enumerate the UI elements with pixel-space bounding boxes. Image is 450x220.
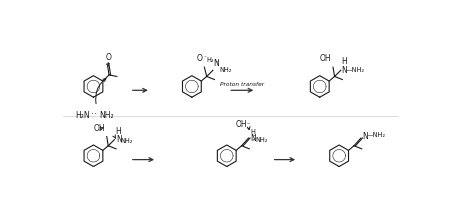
Text: O: O [197,54,203,63]
Text: N: N [250,134,256,143]
Text: H₂: H₂ [207,57,214,63]
Text: OH: OH [320,54,332,63]
Text: Proton transfer: Proton transfer [220,82,264,87]
Text: NH₂: NH₂ [99,111,114,120]
Text: ⁺: ⁺ [215,61,218,66]
Text: NH₂: NH₂ [121,138,133,144]
Text: —NH₂: —NH₂ [366,132,386,138]
Text: H: H [342,57,347,66]
Text: N: N [214,59,220,68]
Text: ⁻: ⁻ [203,57,207,62]
Text: OH⁻: OH⁻ [235,120,251,129]
Text: N: N [362,132,368,141]
Text: N: N [342,66,347,75]
Text: NH₂: NH₂ [219,67,232,73]
Text: ··: ·· [91,110,97,119]
Text: OH: OH [94,124,105,133]
Text: NH₂: NH₂ [256,137,268,143]
Text: ⁺: ⁺ [252,139,255,144]
Text: O: O [105,53,111,62]
Text: —NH₂: —NH₂ [346,67,365,73]
Text: ··: ·· [252,133,256,139]
Text: H: H [115,127,121,136]
Text: H: H [251,129,256,135]
Text: N: N [116,135,122,144]
Text: H₂N: H₂N [75,111,90,120]
